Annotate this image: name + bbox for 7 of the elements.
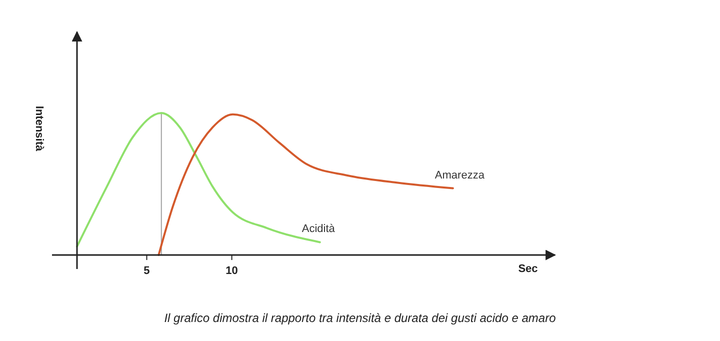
x-tick-label: 5: [144, 265, 150, 277]
x-tick-label: 10: [226, 265, 238, 277]
series-label: Amarezza: [434, 169, 486, 182]
text: Il grafico dimostra il rapporto tra intensità e durata dei gusti acido e amaro: [164, 311, 556, 325]
y-axis-title: Intensità: [33, 106, 45, 152]
series-label: Acidità: [302, 223, 336, 236]
x-axis-title: Sec: [518, 263, 538, 275]
